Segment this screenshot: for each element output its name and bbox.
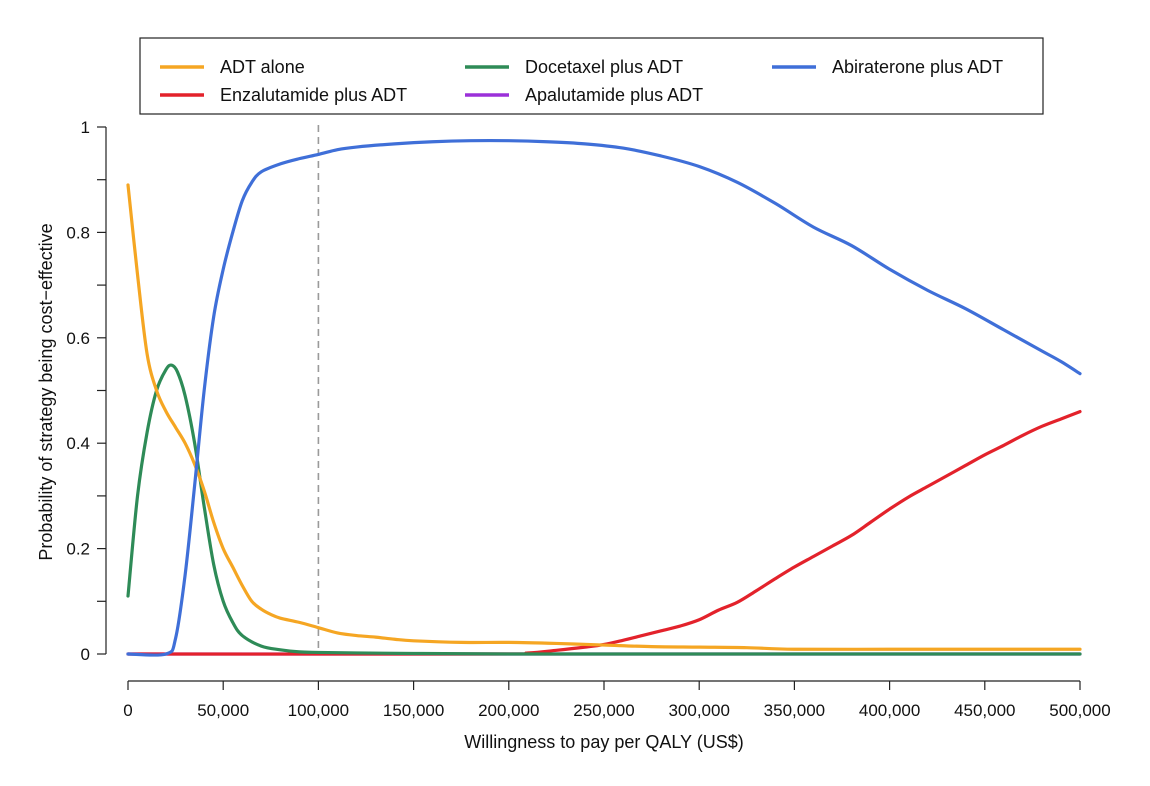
series-line-abiraterone-plus-adt: [126, 138, 1082, 657]
y-tick-label: 0: [81, 645, 90, 664]
x-tick-label: 350,000: [764, 701, 825, 720]
x-tick-label: 100,000: [288, 701, 349, 720]
y-tick-label: 0.2: [66, 540, 90, 559]
legend-item-docetaxel-plus-adt: Docetaxel plus ADT: [465, 57, 683, 77]
legend-label: Abiraterone plus ADT: [832, 57, 1003, 77]
y-tick-label: 1: [81, 118, 90, 137]
legend-label: Apalutamide plus ADT: [525, 85, 703, 105]
series-line-enzalutamide-plus-adt: [126, 409, 1082, 656]
legend-box: [139, 37, 1044, 115]
legend-label: Enzalutamide plus ADT: [220, 85, 407, 105]
legend-item-abiraterone-plus-adt: Abiraterone plus ADT: [772, 57, 1003, 77]
legend-item-enzalutamide-plus-adt: Enzalutamide plus ADT: [160, 85, 407, 105]
legend-label: Docetaxel plus ADT: [525, 57, 683, 77]
axes: 0 50,000 100,000 150,000 200,000 250,000 300,0…: [36, 118, 1111, 752]
x-tick-label: 0: [123, 701, 132, 720]
y-tick-label: 0.8: [66, 223, 90, 242]
x-tick-label: 500,000: [1049, 701, 1110, 720]
x-tick-label: 150,000: [383, 701, 444, 720]
x-tick-label: 250,000: [573, 701, 634, 720]
x-tick-label: 300,000: [668, 701, 729, 720]
legend: ADT alone Enzalutamide plus ADT Docetaxel …: [139, 37, 1044, 115]
y-tick-label: 0.4: [66, 434, 90, 453]
y-axis-title: Probability of strategy being cost−effec…: [36, 223, 56, 560]
series-line-docetaxel-plus-adt: [126, 363, 1082, 656]
x-tick-label: 50,000: [197, 701, 249, 720]
legend-label: ADT alone: [220, 57, 305, 77]
x-tick-label: 450,000: [954, 701, 1015, 720]
y-tick-label: 0.6: [66, 329, 90, 348]
x-tick-label: 400,000: [859, 701, 920, 720]
legend-item-apalutamide-plus-adt: Apalutamide plus ADT: [465, 85, 703, 105]
x-axis-title: Willingness to pay per QALY (US$): [464, 732, 743, 752]
legend-item-adt-alone: ADT alone: [160, 57, 305, 77]
x-tick-label: 200,000: [478, 701, 539, 720]
series-line-adt-alone: [126, 183, 1082, 651]
plot-area: [126, 125, 1082, 657]
